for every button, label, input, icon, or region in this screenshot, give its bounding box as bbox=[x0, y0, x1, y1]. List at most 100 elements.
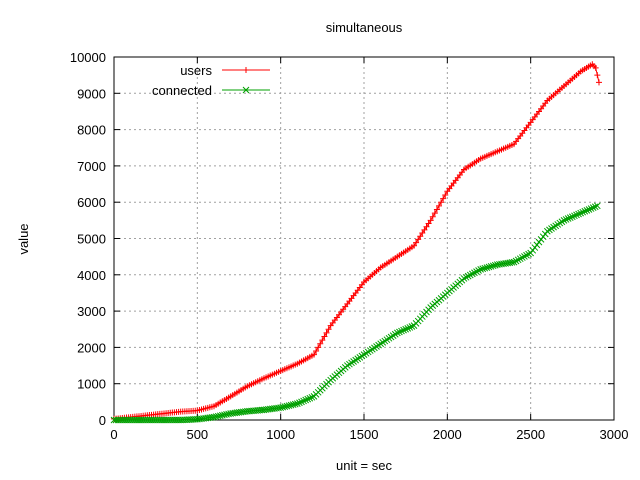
legend: users connected bbox=[152, 63, 270, 98]
x-tick-label: 3000 bbox=[600, 427, 629, 442]
series-users bbox=[111, 61, 602, 422]
data-point-connected bbox=[523, 251, 530, 259]
data-point-connected bbox=[575, 210, 582, 218]
data-point-connected bbox=[477, 266, 485, 273]
y-tick-label: 1000 bbox=[77, 377, 106, 392]
y-tick-label: 3000 bbox=[77, 304, 106, 319]
data-point-connected bbox=[510, 258, 518, 266]
data-point-connected bbox=[466, 271, 474, 279]
data-point-connected bbox=[396, 328, 403, 336]
data-point-users bbox=[417, 233, 424, 240]
data-point-users bbox=[427, 217, 434, 224]
data-point-connected bbox=[573, 211, 580, 219]
data-point-connected bbox=[402, 325, 410, 333]
data-point-connected bbox=[579, 208, 587, 216]
data-point-users bbox=[425, 220, 432, 227]
data-point-connected bbox=[577, 209, 585, 217]
data-point-connected bbox=[589, 204, 597, 211]
data-point-connected bbox=[460, 275, 468, 282]
data-point-users bbox=[415, 236, 422, 243]
data-point-connected bbox=[491, 261, 499, 269]
x-ticks: 0 500 1000 1500 2000 2500 3000 bbox=[110, 57, 628, 442]
data-point-connected bbox=[473, 268, 480, 275]
data-point-users bbox=[321, 333, 328, 340]
x-tick-label: 1500 bbox=[350, 427, 379, 442]
data-point-connected bbox=[518, 254, 526, 261]
data-point-users bbox=[323, 329, 330, 336]
data-point-connected bbox=[521, 253, 528, 260]
data-point-connected bbox=[281, 403, 289, 411]
data-point-connected bbox=[296, 399, 303, 407]
data-point-connected bbox=[216, 412, 224, 420]
data-point-users bbox=[315, 344, 322, 351]
data-point-connected bbox=[298, 398, 305, 406]
data-point-connected bbox=[214, 412, 222, 420]
y-tick-label: 9000 bbox=[77, 86, 106, 101]
data-point-connected bbox=[516, 255, 524, 263]
data-point-users bbox=[594, 72, 601, 79]
data-point-connected bbox=[287, 401, 295, 409]
data-point-connected bbox=[483, 264, 491, 271]
data-point-users bbox=[442, 191, 449, 198]
grid bbox=[114, 57, 614, 420]
data-point-users bbox=[438, 199, 445, 206]
data-point-connected bbox=[471, 269, 478, 277]
data-point-connected bbox=[400, 326, 407, 334]
y-tick-label: 0 bbox=[99, 413, 106, 428]
data-point-connected bbox=[223, 411, 230, 418]
data-point-connected bbox=[475, 267, 482, 274]
y-tick-label: 5000 bbox=[77, 232, 106, 247]
data-point-connected bbox=[285, 402, 293, 410]
data-point-connected bbox=[306, 394, 314, 402]
data-point-connected bbox=[279, 403, 287, 411]
data-point-connected bbox=[277, 404, 285, 412]
data-point-users bbox=[319, 337, 326, 344]
x-tick-label: 500 bbox=[186, 427, 208, 442]
data-point-connected bbox=[487, 263, 495, 270]
series-line-connected bbox=[114, 205, 598, 421]
data-point-connected bbox=[593, 202, 601, 210]
data-point-connected bbox=[571, 212, 578, 220]
data-point-users bbox=[325, 326, 332, 333]
chart-title: simultaneous bbox=[326, 20, 403, 35]
data-point-connected bbox=[564, 215, 572, 222]
data-point-connected bbox=[304, 395, 312, 403]
x-tick-label: 2500 bbox=[516, 427, 545, 442]
series-layer bbox=[110, 61, 602, 424]
data-point-connected bbox=[485, 263, 493, 271]
data-point-users bbox=[419, 230, 426, 237]
data-point-connected bbox=[591, 203, 599, 211]
data-point-connected bbox=[566, 214, 574, 221]
data-point-users bbox=[423, 223, 430, 230]
data-point-connected bbox=[568, 213, 576, 221]
data-point-connected bbox=[404, 324, 412, 332]
y-axis-label: value bbox=[16, 223, 31, 254]
legend-marker-connected bbox=[242, 86, 250, 94]
data-point-connected bbox=[210, 413, 218, 421]
legend-label-users: users bbox=[180, 63, 212, 78]
data-point-connected bbox=[289, 401, 297, 409]
data-point-connected bbox=[585, 206, 593, 213]
x-tick-label: 1000 bbox=[266, 427, 295, 442]
data-point-connected bbox=[406, 324, 414, 331]
data-point-connected bbox=[560, 216, 568, 224]
data-point-users bbox=[592, 64, 599, 71]
data-point-connected bbox=[468, 270, 476, 278]
y-tick-label: 4000 bbox=[77, 268, 106, 283]
series-line-users bbox=[113, 63, 600, 420]
data-point-connected bbox=[479, 265, 487, 273]
data-point-users bbox=[436, 202, 442, 209]
data-point-connected bbox=[581, 207, 589, 215]
data-point-users bbox=[411, 242, 417, 249]
legend-marker-users bbox=[243, 67, 249, 73]
y-tick-label: 8000 bbox=[77, 123, 106, 138]
y-ticks: 0 1000 2000 3000 4000 5000 6000 7000 8000 9000 100… bbox=[70, 50, 614, 428]
data-point-connected bbox=[283, 402, 291, 410]
data-point-connected bbox=[308, 393, 316, 401]
data-point-connected bbox=[408, 323, 416, 330]
data-point-users bbox=[311, 351, 317, 358]
legend-label-connected: connected bbox=[152, 83, 212, 98]
data-point-users bbox=[313, 348, 320, 355]
data-point-connected bbox=[302, 396, 310, 404]
